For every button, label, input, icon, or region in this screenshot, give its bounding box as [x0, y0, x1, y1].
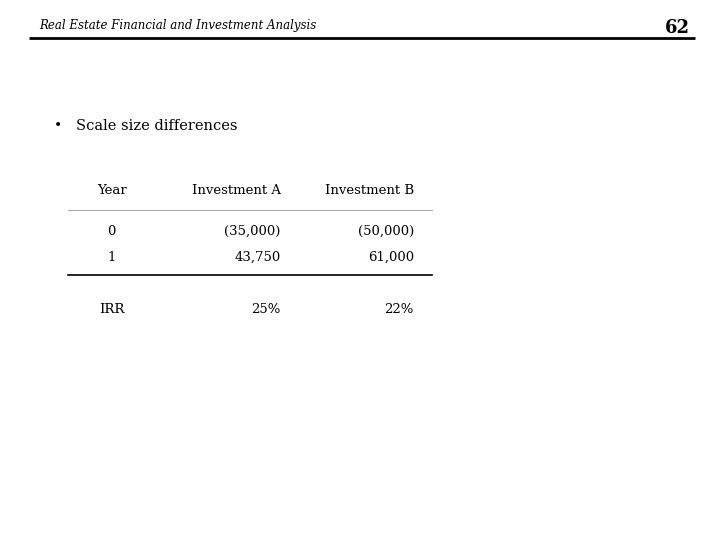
- Text: Real Estate Financial and Investment Analysis: Real Estate Financial and Investment Ana…: [40, 19, 317, 32]
- Text: 61,000: 61,000: [368, 251, 414, 264]
- Text: 22%: 22%: [384, 303, 414, 316]
- Text: Investment A: Investment A: [192, 184, 281, 197]
- Text: (35,000): (35,000): [225, 225, 281, 238]
- Text: 43,750: 43,750: [235, 251, 281, 264]
- Text: •: •: [54, 119, 62, 133]
- Text: 1: 1: [107, 251, 116, 264]
- Text: Year: Year: [96, 184, 127, 197]
- Text: Investment B: Investment B: [325, 184, 414, 197]
- Text: (50,000): (50,000): [358, 225, 414, 238]
- Text: Scale size differences: Scale size differences: [76, 119, 237, 133]
- Text: IRR: IRR: [99, 303, 125, 316]
- Text: 62: 62: [665, 19, 690, 37]
- Text: 0: 0: [107, 225, 116, 238]
- Text: 25%: 25%: [251, 303, 281, 316]
